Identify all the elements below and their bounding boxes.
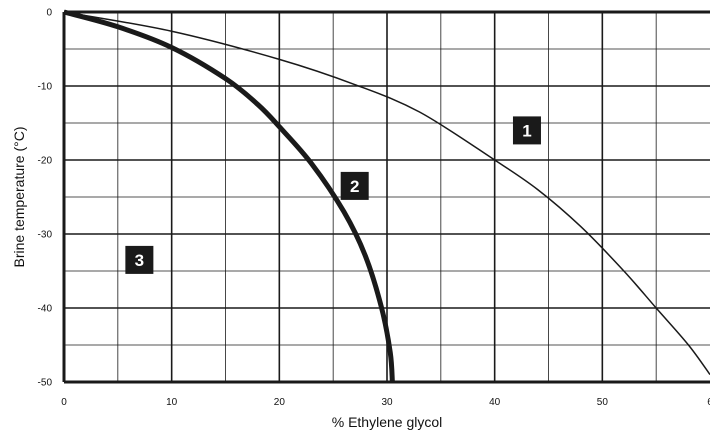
x-tick-label: 6 [707, 397, 710, 408]
region-label-box [512, 116, 541, 145]
x-tick-label: 20 [274, 397, 286, 408]
x-tick-label: 30 [381, 397, 393, 408]
region-label-box [125, 245, 154, 274]
region-label-1: 1 [512, 116, 541, 145]
x-axis-title: % Ethylene glycol [332, 414, 443, 430]
x-tick-label: 10 [166, 397, 178, 408]
x-tick-label: 50 [597, 397, 609, 408]
y-tick-label: -10 [38, 82, 53, 93]
y-axis-title: Brine temperature (°C) [11, 127, 27, 268]
y-tick-label: -40 [38, 304, 53, 315]
series-line-2 [63, 9, 395, 383]
region-label-3: 3 [125, 245, 154, 274]
region-label-box [340, 171, 369, 200]
series-line-1 [63, 11, 710, 376]
y-tick-label: -50 [38, 378, 53, 389]
region-label-text: 1 [522, 121, 531, 140]
y-tick-label: -20 [38, 156, 53, 167]
x-tick-label: 0 [61, 397, 67, 408]
x-tick-label: 40 [489, 397, 501, 408]
y-tick-label: -30 [38, 230, 53, 241]
region-label-text: 2 [350, 177, 359, 196]
region-label-2: 2 [340, 171, 369, 200]
y-tick-label: 0 [46, 8, 52, 19]
region-label-text: 3 [135, 251, 144, 270]
